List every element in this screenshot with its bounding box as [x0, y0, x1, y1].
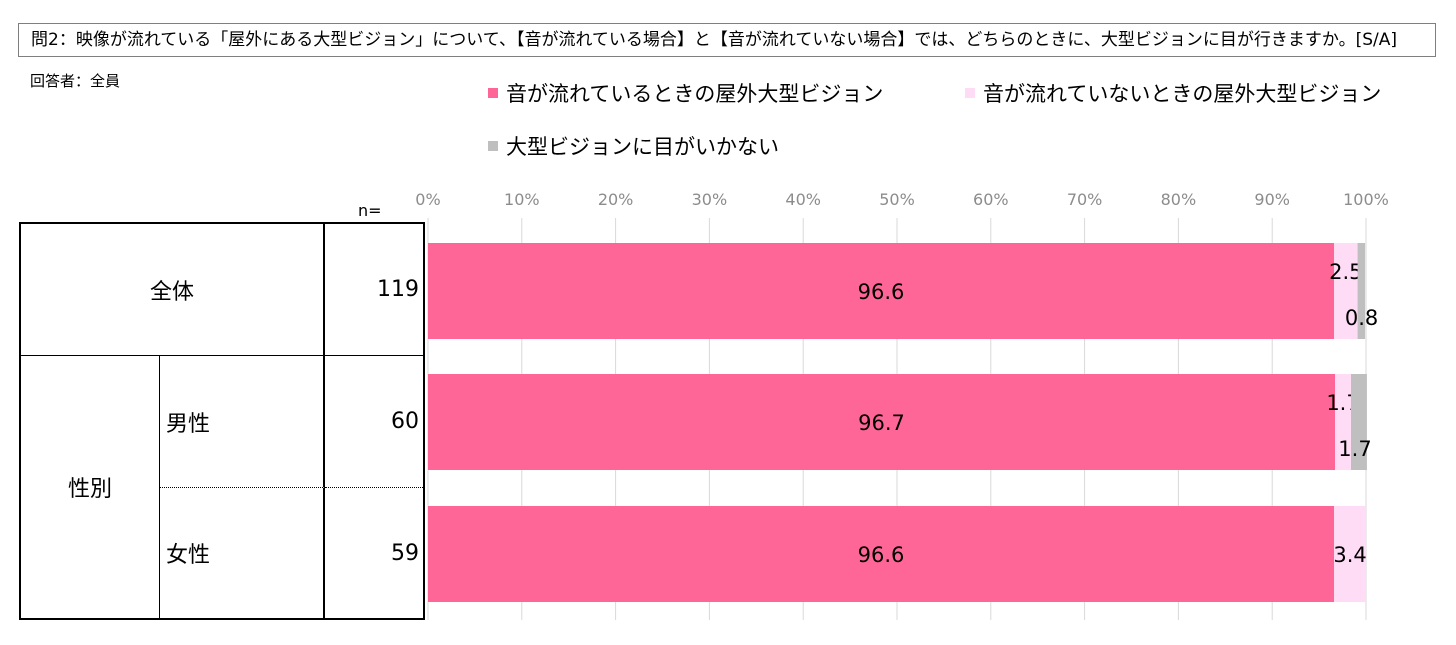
- x-tick-label: 60%: [973, 190, 1009, 209]
- x-tick-label: 70%: [1066, 190, 1103, 209]
- x-tick-label: 50%: [879, 190, 915, 209]
- n-value-female: 59: [391, 540, 419, 566]
- legend-swatch-2: [965, 88, 975, 98]
- legend-item-1: 音が流れているときの屋外大型ビジョン: [488, 78, 883, 108]
- n-header: n=: [358, 201, 382, 220]
- bar-segment-2: [1334, 506, 1366, 602]
- bar-segment-2: [1334, 243, 1358, 339]
- data-label: 96.6: [858, 280, 905, 304]
- legend-label-3: 大型ビジョンに目がいかない: [506, 135, 779, 159]
- table-cell-male: 男性: [160, 356, 325, 488]
- bar-segment-3: [1357, 243, 1366, 339]
- bar-segment-2: [1335, 374, 1351, 470]
- table-cell-n-overall: 119: [325, 224, 423, 356]
- bar-segment-3: [1350, 374, 1367, 470]
- legend-swatch-1: [488, 88, 498, 98]
- data-label: 2.5: [1329, 260, 1362, 284]
- table-label-gender: 性別: [67, 477, 112, 502]
- table-label-male: 男性: [166, 411, 211, 437]
- x-tick-label: 40%: [785, 190, 821, 209]
- table-label-female: 女性: [166, 543, 211, 568]
- question-text: 問2：映像が流れている「屋外にある大型ビジョン」について、【音が流れている場合】…: [31, 30, 1397, 50]
- respondents-label: 回答者：全員: [30, 72, 121, 90]
- x-tick-label: 80%: [1160, 190, 1197, 209]
- data-label: 3.4: [1333, 543, 1366, 567]
- table-cell-n-female: 59: [325, 488, 423, 618]
- table-label-overall: 全体: [149, 279, 194, 305]
- legend-label-2: 音が流れていないときの屋外大型ビジョン: [983, 82, 1382, 106]
- x-tick-label: 100%: [1343, 190, 1389, 209]
- question-box: 問2：映像が流れている「屋外にある大型ビジョン」について、【音が流れている場合】…: [18, 23, 1436, 57]
- table-cell-n-male: 60: [325, 356, 423, 488]
- legend-swatch-3: [488, 141, 498, 151]
- table-cell-overall: 全体: [21, 224, 325, 356]
- n-value-overall: 119: [377, 277, 419, 302]
- category-table: 全体 119 性別 男性 60 女性 59: [19, 222, 425, 620]
- legend-item-2: 音が流れていないときの屋外大型ビジョン: [965, 78, 1381, 108]
- legend-label-1: 音が流れているときの屋外大型ビジョン: [506, 82, 884, 106]
- x-tick-label: 30%: [691, 190, 728, 209]
- data-label: 1.7: [1338, 437, 1371, 461]
- bar-segment-1: [428, 243, 1335, 339]
- x-tick-label: 10%: [504, 190, 540, 209]
- table-cell-female: 女性: [160, 488, 325, 618]
- data-label: 96.7: [858, 411, 905, 435]
- data-label: 0.8: [1345, 306, 1378, 330]
- n-value-male: 60: [391, 409, 419, 434]
- x-tick-label: 20%: [597, 190, 634, 209]
- bar-segment-1: [428, 374, 1336, 470]
- table-cell-gender: 性別: [21, 356, 160, 618]
- bar-segment-1: [428, 506, 1335, 602]
- x-tick-label: 90%: [1254, 190, 1290, 209]
- x-tick-label: 0%: [415, 190, 441, 209]
- data-label: 96.6: [858, 543, 905, 567]
- legend-item-3: 大型ビジョンに目がいかない: [488, 131, 779, 161]
